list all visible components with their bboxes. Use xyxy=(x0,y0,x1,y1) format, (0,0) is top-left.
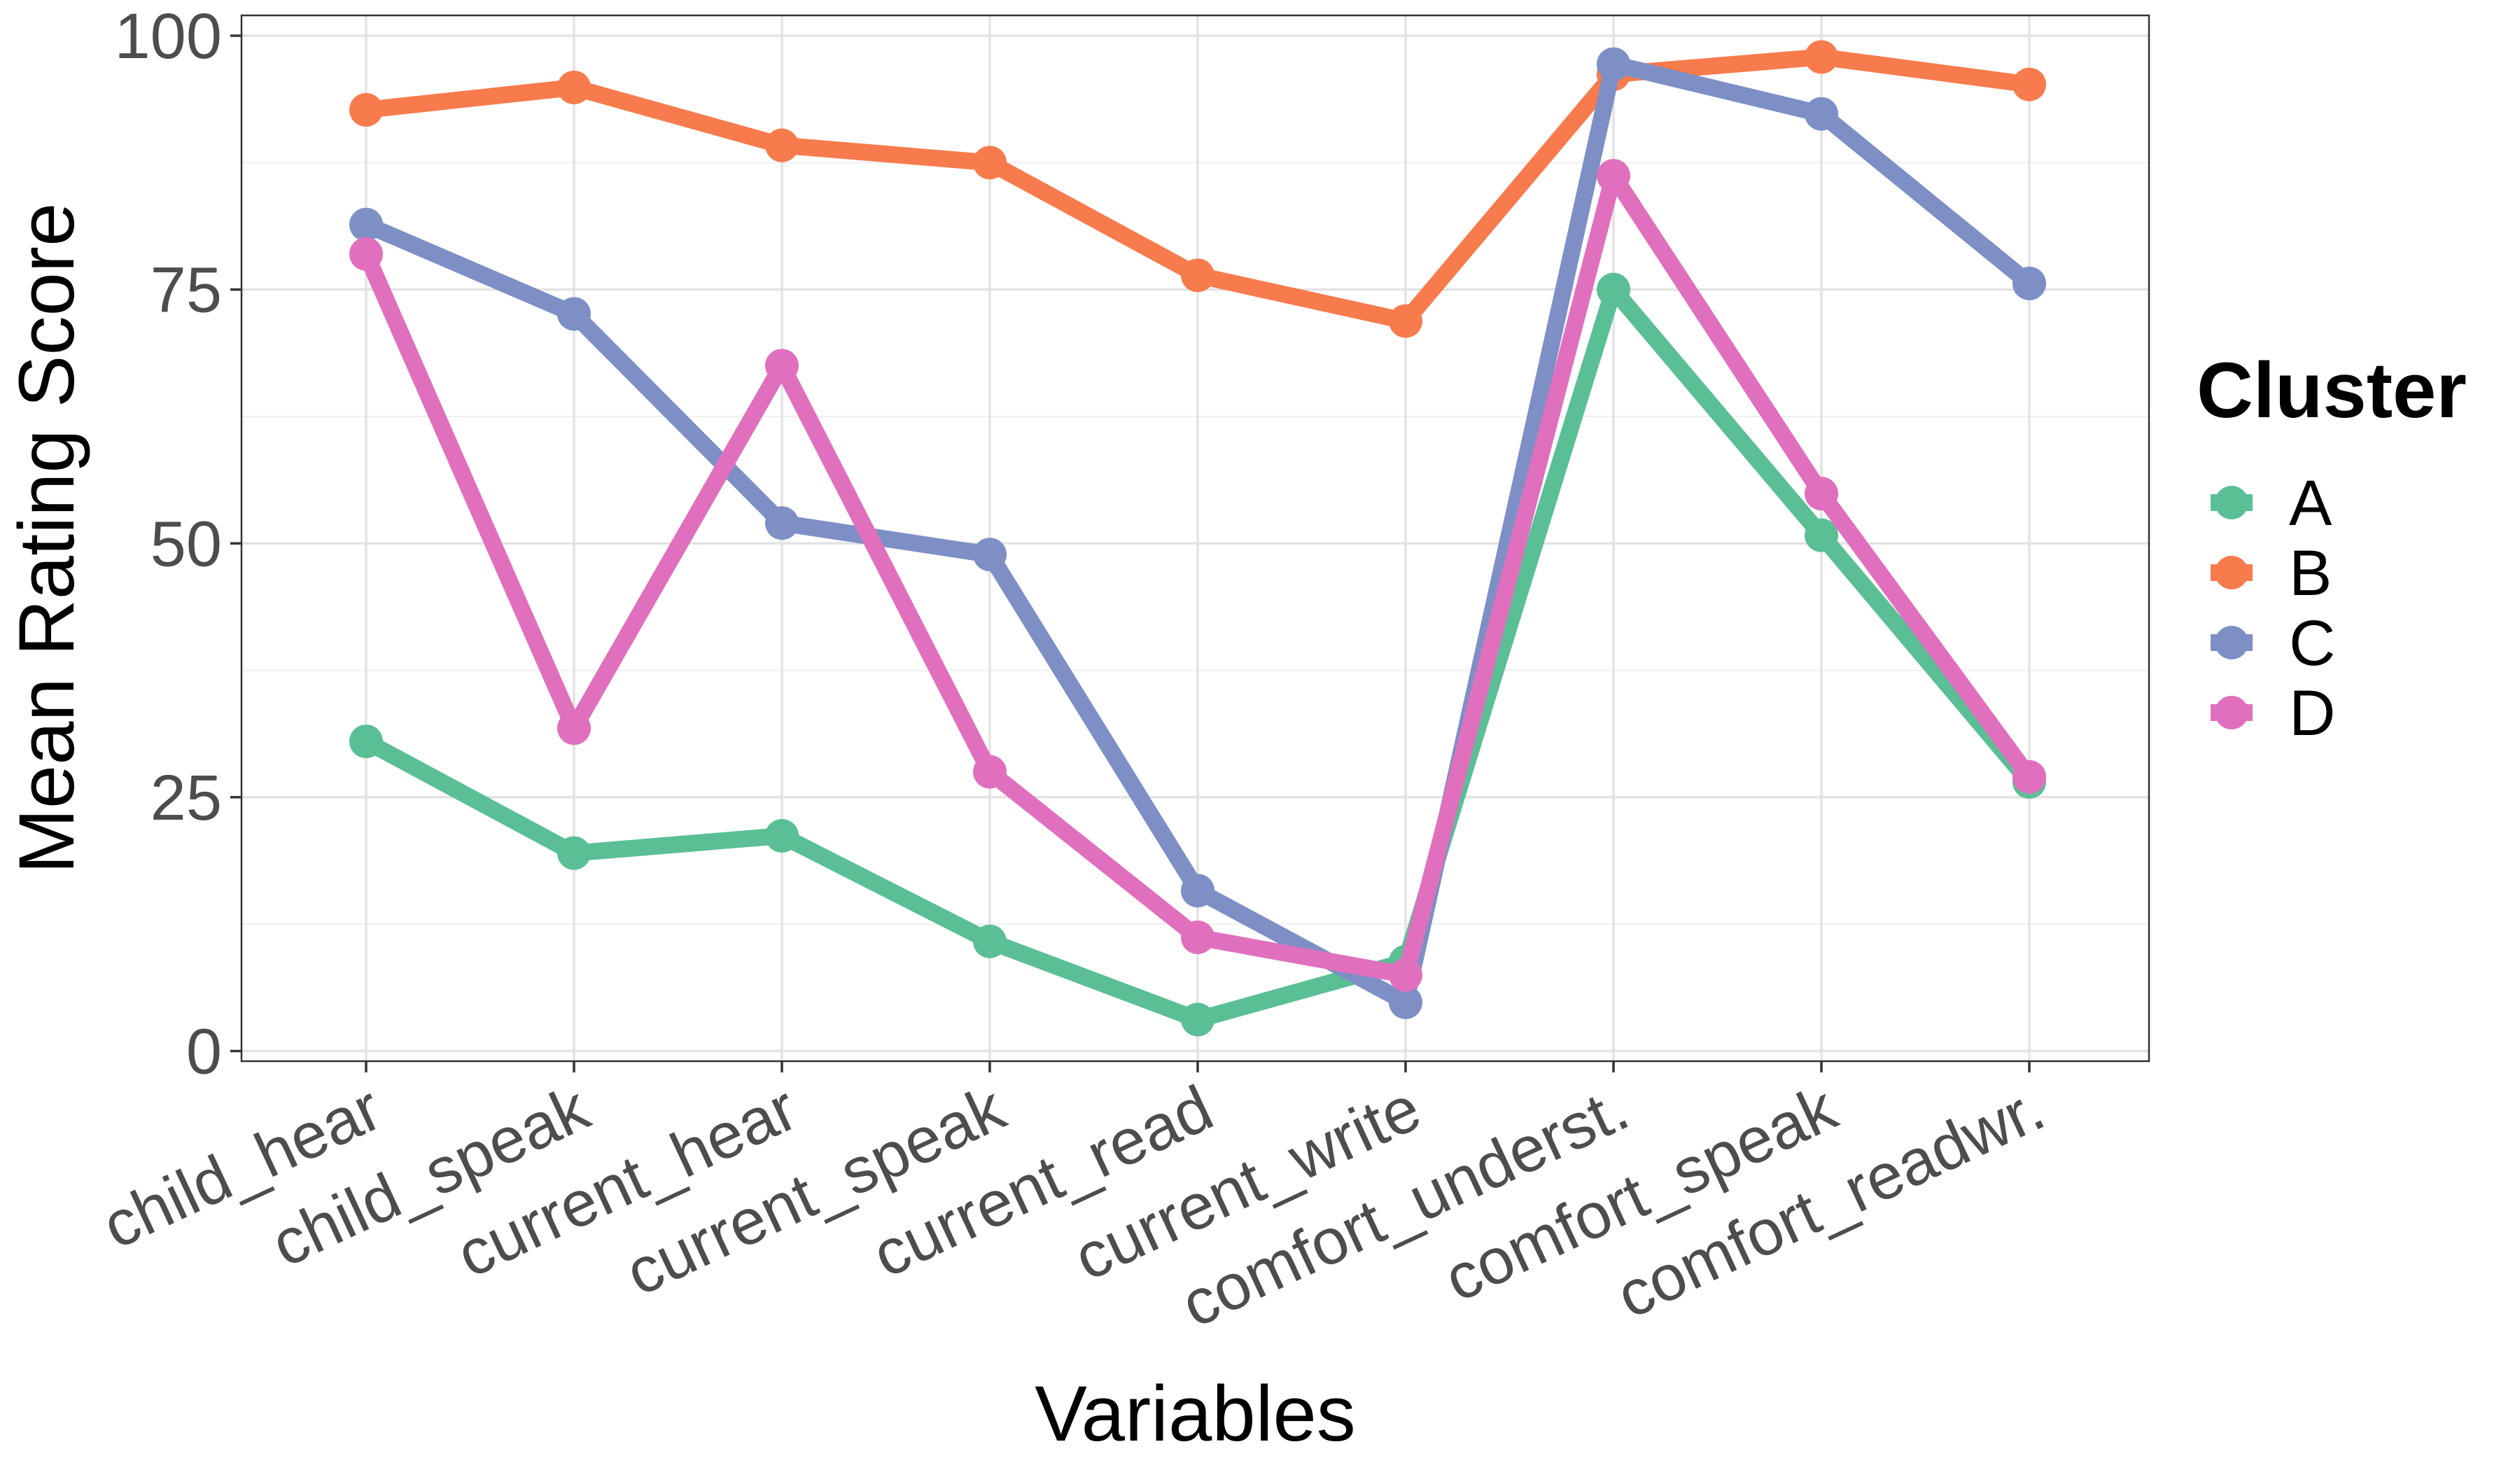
data-point-D xyxy=(2012,760,2046,794)
data-point-D xyxy=(1597,159,1630,193)
data-point-C xyxy=(1389,985,1422,1019)
data-point-B xyxy=(973,146,1007,180)
data-point-D xyxy=(349,237,383,271)
data-point-C xyxy=(973,538,1007,572)
data-point-B xyxy=(349,92,383,127)
data-point-D xyxy=(1805,477,1838,511)
y-tick-label: 25 xyxy=(150,762,222,834)
y-tick-label: 75 xyxy=(150,255,222,326)
data-point-C xyxy=(1597,47,1630,81)
data-point-D xyxy=(557,711,591,746)
legend-item-C: C xyxy=(2211,608,2335,679)
legend-label: D xyxy=(2289,678,2335,749)
legend-item-B: B xyxy=(2211,538,2332,609)
data-point-B xyxy=(1181,258,1214,293)
y-axis-title: Mean Rating Score xyxy=(3,203,90,874)
data-point-D xyxy=(973,755,1007,789)
legend-item-D: D xyxy=(2211,678,2335,749)
series-lines xyxy=(349,40,2046,1037)
legend-title: Cluster xyxy=(2197,346,2467,434)
y-tick-label: 100 xyxy=(115,1,223,72)
data-point-B xyxy=(2012,67,2046,102)
legend-label: A xyxy=(2289,468,2332,539)
data-point-A xyxy=(765,818,799,853)
data-point-C xyxy=(557,297,591,331)
data-point-D xyxy=(1181,920,1214,955)
data-point-A xyxy=(349,724,383,759)
legend-key-point xyxy=(2215,556,2248,589)
grid xyxy=(241,15,2149,1061)
data-point-B xyxy=(1389,304,1422,338)
data-point-C xyxy=(765,506,799,540)
series-C xyxy=(349,47,2046,1019)
y-tick-label: 50 xyxy=(150,508,222,580)
series-B xyxy=(349,40,2046,338)
data-point-C xyxy=(349,207,383,241)
legend-key-point xyxy=(2215,696,2248,729)
legend-item-A: A xyxy=(2211,468,2332,539)
data-point-A xyxy=(557,836,591,870)
data-point-C xyxy=(1805,97,1838,131)
data-point-A xyxy=(1181,1002,1214,1037)
data-point-B xyxy=(557,70,591,104)
data-point-A xyxy=(973,924,1007,958)
data-point-C xyxy=(2012,266,2046,300)
legend-key-point xyxy=(2215,626,2248,659)
y-tick-label: 0 xyxy=(186,1016,222,1087)
legend-label: B xyxy=(2289,538,2332,609)
legend-label: C xyxy=(2289,608,2335,679)
data-point-A xyxy=(1597,272,1630,307)
data-point-B xyxy=(765,128,799,162)
data-point-A xyxy=(1805,518,1838,552)
data-point-D xyxy=(765,349,799,383)
x-axis-title: Variables xyxy=(1035,1370,1356,1457)
legend-key-point xyxy=(2215,486,2248,519)
series-D xyxy=(349,159,2046,992)
data-point-C xyxy=(1181,874,1214,908)
panel-border xyxy=(240,14,2150,1063)
data-point-B xyxy=(1805,40,1838,74)
data-point-D xyxy=(1389,958,1422,992)
